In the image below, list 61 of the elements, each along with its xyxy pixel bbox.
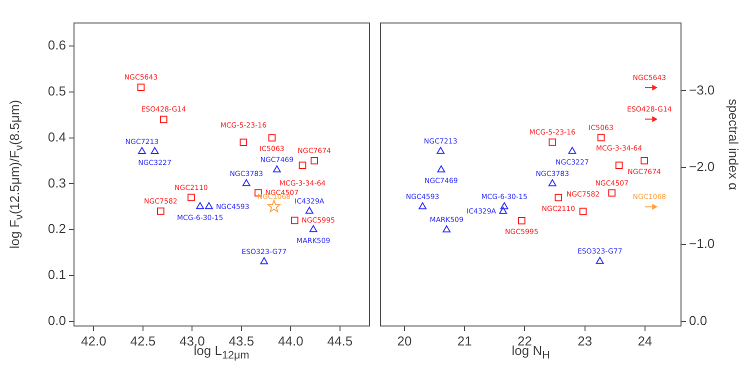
x-tick-label: 20 [397, 333, 412, 348]
point [548, 138, 556, 146]
point [436, 146, 445, 154]
point [157, 208, 164, 215]
point [138, 147, 146, 154]
point [608, 189, 616, 197]
point [615, 162, 623, 169]
point [137, 84, 145, 91]
point [298, 162, 306, 169]
x-tick-label: 22 [518, 333, 532, 348]
point [290, 216, 298, 224]
point [640, 156, 648, 164]
x-tick-label: 44.0 [278, 333, 304, 348]
x-tick-label: 24 [638, 333, 652, 348]
x-tick-label: 42.5 [130, 333, 156, 348]
point [309, 225, 318, 232]
point [554, 194, 562, 202]
point [242, 179, 250, 186]
point [442, 225, 451, 232]
point [652, 116, 657, 122]
point [500, 202, 508, 210]
y-axis-title: spectral index α [726, 98, 741, 190]
point [188, 194, 195, 202]
point [268, 200, 280, 212]
y-tick-label: 0.1 [48, 267, 66, 282]
x-tick-label: 43.5 [228, 333, 254, 348]
y-tick-label: 0.6 [48, 38, 66, 53]
point [568, 146, 576, 154]
y-tick-label: −2.0 [689, 159, 715, 174]
y-tick-label: 0.2 [48, 221, 66, 236]
x-tick-label: 42.0 [81, 333, 106, 348]
point [596, 256, 604, 264]
point [652, 204, 657, 210]
point [310, 157, 318, 164]
point [518, 216, 526, 224]
y-tick-label: 0.0 [689, 312, 708, 328]
x-tick-label: 44.5 [327, 333, 353, 348]
point [305, 206, 314, 214]
point [597, 134, 605, 142]
point [260, 257, 268, 264]
y-tick-label: 0.4 [48, 129, 66, 144]
point [437, 165, 446, 172]
point [150, 147, 159, 154]
point [160, 116, 168, 124]
y-tick-label: 0.5 [48, 83, 66, 98]
point [204, 202, 213, 210]
point [499, 206, 508, 214]
point [272, 165, 281, 172]
point [579, 208, 587, 216]
point [418, 202, 427, 210]
point [652, 84, 657, 90]
point [268, 134, 276, 142]
point [240, 138, 248, 146]
y-tick-label: −3.0 [689, 82, 715, 98]
y-tick-label: −1.0 [689, 236, 715, 252]
x-tick-label: 21 [457, 333, 472, 348]
point [548, 179, 556, 186]
point [196, 202, 204, 210]
x-tick-label: 23 [578, 333, 592, 348]
y-tick-label: 0.3 [48, 175, 66, 190]
y-tick-label: 0.0 [48, 312, 66, 328]
